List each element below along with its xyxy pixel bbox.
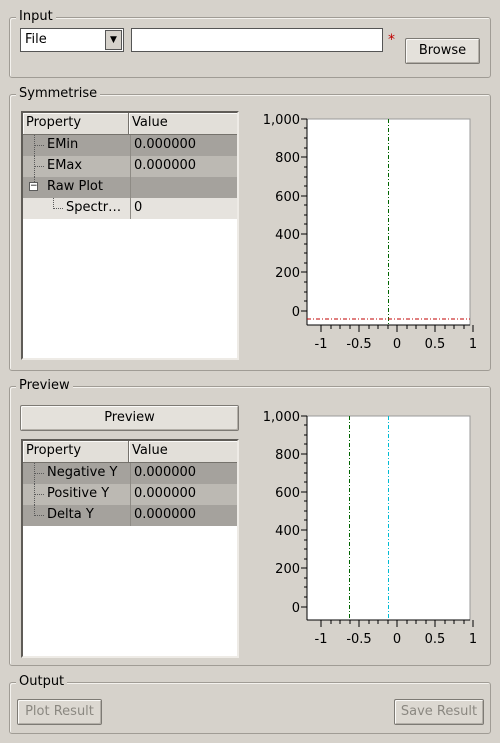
row-label: EMin (47, 137, 79, 152)
y-tick-label: 800 (275, 448, 300, 463)
table-row[interactable]: EMin 0.000000 (23, 135, 237, 156)
table-row[interactable]: EMax 0.000000 (23, 156, 237, 177)
preview-group: Preview Preview Property Value Negative … (9, 377, 491, 666)
plot-result-button[interactable]: Plot Result (17, 699, 102, 725)
x-tick-label: -1 (315, 632, 328, 647)
y-tick-label: 0 (292, 601, 300, 616)
source-type-value: File (25, 32, 47, 47)
table-header: Property Value (23, 113, 237, 135)
row-value (130, 177, 237, 198)
row-value[interactable]: 0.000000 (130, 156, 237, 177)
y-axis-ticks (301, 415, 307, 608)
row-value[interactable]: 0 (130, 198, 237, 219)
row-value[interactable]: 0.000000 (130, 484, 237, 505)
browse-button[interactable]: Browse (405, 38, 480, 64)
header-value[interactable]: Value (129, 113, 237, 134)
y-tick-label: 800 (275, 151, 300, 166)
row-value[interactable]: 0.000000 (130, 135, 237, 156)
dropdown-arrow-icon[interactable]: ▼ (105, 30, 122, 50)
y-axis-ticks (301, 118, 307, 312)
x-tick-label: -1 (315, 337, 328, 352)
table-header: Property Value (23, 441, 237, 463)
x-tick-label: 1 (469, 632, 477, 647)
header-value[interactable]: Value (129, 441, 237, 462)
row-label: EMax (47, 158, 83, 173)
header-property[interactable]: Property (23, 113, 129, 134)
required-marker: * (388, 32, 395, 48)
table-row[interactable]: − Raw Plot (23, 177, 237, 198)
row-label: Raw Plot (47, 179, 103, 194)
table-row[interactable]: Delta Y 0.000000 (23, 505, 237, 526)
symmetrise-property-table[interactable]: Property Value EMin 0.000000 EMax 0.0000… (21, 111, 239, 360)
row-value[interactable]: 0.000000 (130, 505, 237, 526)
x-tick-label: 0 (393, 337, 401, 352)
preview-button[interactable]: Preview (20, 405, 239, 431)
row-label: Negative Y (47, 465, 118, 480)
x-tick-label: 0 (393, 632, 401, 647)
file-path-input[interactable] (131, 28, 383, 52)
x-tick-label: -0.5 (346, 632, 371, 647)
preview-group-title: Preview (16, 377, 73, 395)
symmetrise-plot[interactable]: 1,000 800 600 400 200 0 -1 -0.5 0 0.5 1 (248, 111, 482, 363)
y-tick-label: 1,000 (263, 113, 300, 128)
preview-plot[interactable]: 1,000 800 600 400 200 0 -1 -0.5 0 0.5 1 (248, 403, 482, 658)
y-tick-label: 600 (275, 486, 300, 501)
y-tick-label: 400 (275, 228, 300, 243)
row-value[interactable]: 0.000000 (130, 463, 237, 484)
output-group: Output Plot Result Save Result (9, 673, 491, 734)
output-group-title: Output (16, 673, 68, 691)
row-label: Delta Y (47, 507, 94, 522)
input-group: Input File ▼ * Browse (9, 8, 491, 78)
x-tick-label: 0.5 (425, 632, 446, 647)
x-tick-label: 0.5 (425, 337, 446, 352)
y-tick-label: 200 (275, 266, 300, 281)
x-axis-ticks (320, 325, 474, 332)
y-tick-label: 1,000 (263, 410, 300, 425)
x-tick-label: 1 (469, 337, 477, 352)
y-tick-label: 600 (275, 190, 300, 205)
x-tick-label: -0.5 (346, 337, 371, 352)
input-group-title: Input (16, 8, 56, 26)
y-tick-label: 400 (275, 524, 300, 539)
y-tick-label: 200 (275, 562, 300, 577)
save-result-button[interactable]: Save Result (394, 699, 484, 725)
table-row[interactable]: Negative Y 0.000000 (23, 463, 237, 484)
collapse-icon[interactable]: − (29, 181, 38, 191)
preview-property-table[interactable]: Property Value Negative Y 0.000000 Posit… (21, 439, 239, 658)
symmetrise-group-title: Symmetrise (16, 85, 101, 103)
y-tick-label: 0 (292, 305, 300, 320)
row-label: Spectr… (66, 200, 122, 215)
table-row[interactable]: Spectr… 0 (23, 198, 237, 219)
row-label: Positive Y (47, 486, 110, 501)
x-axis-ticks (320, 620, 474, 627)
source-type-combo[interactable]: File ▼ (20, 28, 124, 52)
table-row[interactable]: Positive Y 0.000000 (23, 484, 237, 505)
symmetrise-group: Symmetrise Property Value EMin 0.000000 … (9, 85, 491, 371)
header-property[interactable]: Property (23, 441, 129, 462)
